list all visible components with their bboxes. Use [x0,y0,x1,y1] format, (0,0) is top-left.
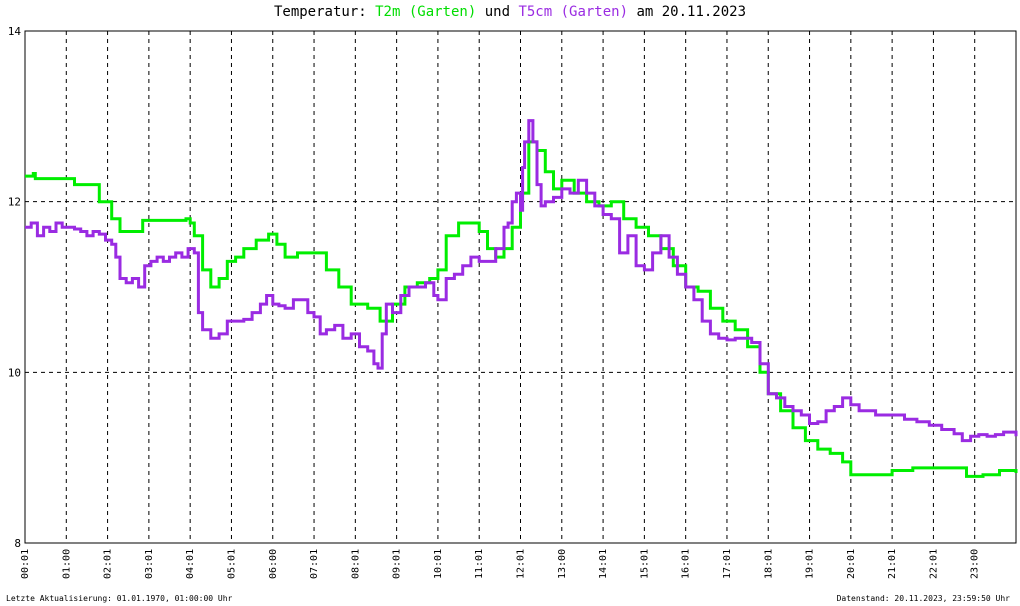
x-tick-label: 09:01 [392,549,403,579]
x-tick-label: 02:01 [103,549,114,579]
y-tick-label: 12 [8,196,21,209]
chart-title: Temperatur: T2m (Garten) und T5cm (Garte… [0,4,1020,20]
series-line-t5cm [25,119,1018,443]
x-tick-label: 21:01 [887,549,898,579]
y-tick-label: 8 [14,537,21,550]
x-tick-label: 20:01 [846,549,857,579]
x-tick-label: 15:01 [639,549,650,579]
x-tick-label: 23:00 [970,549,981,579]
title-connector: und [476,4,519,20]
title-prefix: Temperatur: [273,4,376,20]
y-tick-label: 10 [8,366,21,379]
x-tick-label: 08:01 [350,549,361,579]
x-tick-label: 11:01 [474,549,485,579]
x-tick-label: 16:01 [681,549,692,579]
x-tick-label: 18:01 [763,549,774,579]
plot-border [24,30,1017,544]
x-tick-label: 03:01 [144,549,155,579]
x-tick-label: 19:01 [805,549,816,579]
title-series-t5cm: T5cm (Garten) [518,4,629,20]
title-suffix: am 20.11.2023 [628,4,747,20]
x-tick-label: 01:00 [61,549,72,579]
x-tick-label: 12:01 [516,549,527,579]
x-tick-label: 05:01 [226,549,237,579]
x-tick-label: 17:01 [722,549,733,579]
x-tick-label: 14:01 [598,549,609,579]
y-tick-label: 14 [8,25,22,38]
title-series-t2m: T2m (Garten) [375,4,477,20]
x-tick-label: 10:01 [433,549,444,579]
x-tick-label: 06:00 [268,549,279,579]
last-update-text: Letzte Aktualisierung: 01.01.1970, 01:00… [6,594,233,603]
x-tick-label: 13:00 [557,549,568,579]
data-timestamp-text: Datenstand: 20.11.2023, 23:59:50 Uhr [836,594,1010,603]
x-tick-label: 07:01 [309,549,320,579]
x-tick-label: 04:01 [185,549,196,579]
x-tick-label: 00:01 [20,549,31,579]
x-tick-label: 22:01 [928,549,939,579]
